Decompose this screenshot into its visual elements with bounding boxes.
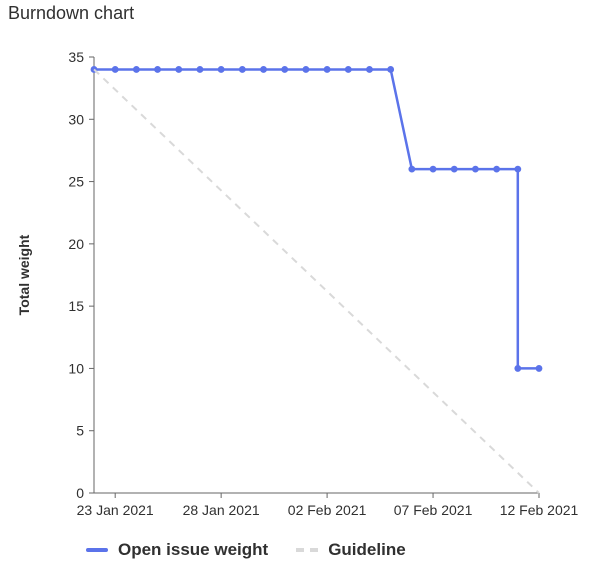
data-point-open-issue-weight[interactable]: [493, 165, 501, 173]
data-point-open-issue-weight[interactable]: [260, 66, 267, 73]
legend-swatch-guideline: [296, 548, 319, 552]
data-point-open-issue-weight[interactable]: [323, 66, 331, 73]
data-point-open-issue-weight[interactable]: [217, 66, 225, 73]
data-point-open-issue-weight[interactable]: [344, 66, 352, 73]
chart-title: Burndown chart: [8, 3, 135, 23]
y-axis-label: Total weight: [16, 234, 32, 315]
legend-item-guideline[interactable]: Guideline: [296, 540, 406, 560]
x-tick-label: 07 Feb 2021: [394, 502, 473, 518]
data-point-open-issue-weight[interactable]: [281, 66, 289, 73]
data-point-open-issue-weight[interactable]: [366, 66, 373, 73]
y-tick-label: 10: [68, 360, 84, 376]
data-point-open-issue-weight[interactable]: [154, 66, 161, 73]
chart-legend: Open issue weight Guideline: [86, 540, 406, 560]
legend-label-guideline: Guideline: [328, 540, 406, 559]
data-point-open-issue-weight[interactable]: [429, 165, 437, 173]
legend-item-open-issue-weight[interactable]: Open issue weight: [86, 540, 268, 560]
y-tick-label: 15: [68, 298, 84, 314]
y-tick-label: 25: [68, 174, 84, 190]
x-tick-label: 23 Jan 2021: [77, 502, 154, 518]
data-point-open-issue-weight[interactable]: [175, 66, 183, 73]
data-point-open-issue-weight[interactable]: [302, 66, 310, 73]
data-point-open-issue-weight[interactable]: [387, 66, 395, 73]
data-point-open-issue-weight[interactable]: [196, 66, 204, 73]
data-point-open-issue-weight[interactable]: [450, 165, 458, 173]
series-line-open-issue-weight: [94, 68, 539, 370]
data-point-open-issue-weight[interactable]: [111, 66, 119, 73]
data-point-open-issue-weight[interactable]: [408, 165, 416, 173]
data-point-open-issue-weight[interactable]: [514, 365, 522, 372]
y-tick-label: 35: [68, 49, 84, 65]
legend-swatch-open-issue-weight: [86, 548, 108, 552]
burndown-chart: 0 5 10 15 20 25 30 35 23 Jan 2021 28 Jan 2021 02 F…: [16, 49, 579, 518]
y-tick-label: 20: [68, 236, 84, 252]
data-point-open-issue-weight[interactable]: [535, 365, 543, 372]
y-tick-label: 30: [68, 111, 84, 127]
y-tick-label: 0: [76, 485, 84, 501]
data-point-open-issue-weight[interactable]: [132, 66, 140, 73]
x-tick-label: 02 Feb 2021: [288, 502, 367, 518]
data-point-open-issue-weight[interactable]: [238, 66, 246, 73]
legend-label-open-issue-weight: Open issue weight: [118, 540, 269, 559]
data-point-open-issue-weight[interactable]: [472, 165, 479, 173]
x-tick-label: 28 Jan 2021: [183, 502, 260, 518]
data-point-open-issue-weight[interactable]: [514, 165, 522, 173]
y-tick-label: 5: [76, 423, 84, 439]
x-tick-label: 12 Feb 2021: [500, 502, 579, 518]
series-line-guideline: [93, 68, 540, 494]
